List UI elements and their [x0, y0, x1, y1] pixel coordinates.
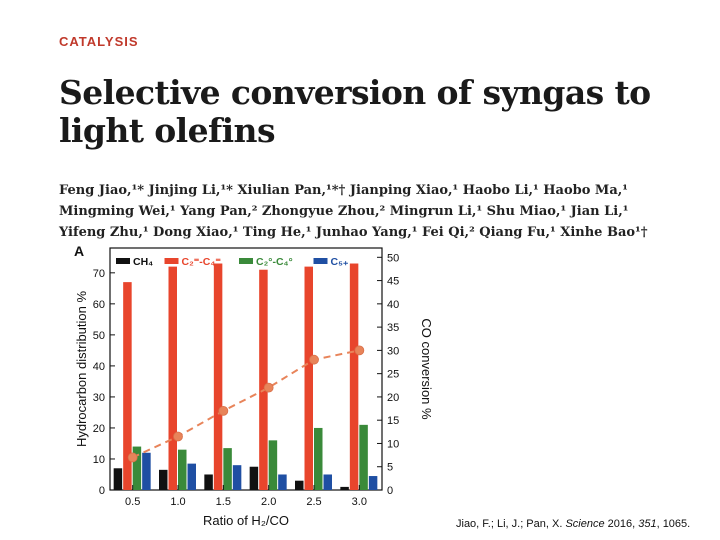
- y2-tick-label: 0: [387, 485, 393, 497]
- bar-c5-: [368, 476, 378, 490]
- bar-ch4: [159, 469, 168, 490]
- co-conversion-point: [263, 382, 274, 393]
- x-axis-title: Ratio of H₂/CO: [203, 513, 289, 528]
- x-tick-label: 1.0: [170, 496, 185, 508]
- article-title: Selective conversion of syngas to light …: [59, 73, 651, 150]
- bar-c2o-c4o: [359, 424, 368, 490]
- bar-ch4: [295, 480, 304, 490]
- bar-c2-c4-: [349, 263, 359, 490]
- co-conversion-point: [127, 452, 138, 463]
- legend-swatch-c2o-c4o: [239, 258, 253, 264]
- y-tick-label: 20: [93, 423, 105, 435]
- y2-tick-label: 40: [387, 299, 399, 311]
- plot-frame: [109, 247, 383, 491]
- y2-tick-label: 15: [387, 415, 399, 427]
- legend-label: C₂⁼-C₄⁼: [182, 256, 222, 268]
- bar-c2-c4-: [259, 269, 268, 490]
- citation-year: 2016,: [604, 518, 639, 530]
- bar-c2o-c4o: [178, 449, 187, 490]
- panel-label: A: [74, 243, 84, 259]
- section-label: CATALYSIS: [59, 34, 139, 49]
- bar-c2o-c4o: [314, 427, 323, 490]
- y2-tick-label: 20: [387, 392, 399, 404]
- bar-c2-c4-: [213, 263, 223, 490]
- bar-ch4: [249, 466, 259, 490]
- bar-ch4: [340, 486, 349, 490]
- citation-pages: , 1065.: [656, 518, 691, 530]
- legend-swatch-c5-: [313, 258, 328, 264]
- x-tick-label: 2.5: [306, 496, 321, 508]
- bar-c5-: [142, 452, 151, 490]
- author-list: Feng Jiao,¹* Jinjing Li,¹* Xiulian Pan,¹…: [59, 180, 699, 243]
- x-tick-label: 0.5: [125, 496, 140, 508]
- citation-authors: Jiao, F.; Li, J.; Pan, X.: [456, 518, 566, 530]
- y-tick-label: 10: [93, 454, 105, 466]
- bar-c2o-c4o: [132, 446, 142, 490]
- x-tick-label: 1.5: [216, 496, 231, 508]
- co-conversion-line: [132, 349, 360, 459]
- bar-c2o-c4o: [223, 448, 232, 490]
- author-line: Yifeng Zhu,¹ Dong Xiao,¹ Ting He,¹ Junha…: [59, 225, 648, 240]
- y-tick-label: 0: [99, 485, 105, 497]
- bar-c2o-c4o: [268, 440, 278, 490]
- bar-c2-c4-: [168, 266, 177, 490]
- y2-tick-label: 25: [387, 369, 399, 381]
- bar-ch4: [113, 468, 123, 490]
- y-axis-title: Hydrocarbon distribution %: [74, 291, 89, 448]
- bar-ch4: [204, 474, 213, 490]
- bar-c5-: [187, 463, 196, 490]
- citation-volume: 351: [638, 518, 657, 530]
- legend-label: C₂°-C₄°: [256, 256, 293, 268]
- y-tick-label: 70: [93, 268, 105, 280]
- citation: Jiao, F.; Li, J.; Pan, X. Science 2016, …: [456, 518, 690, 530]
- y-tick-label: 40: [93, 361, 105, 373]
- bar-c5-: [278, 474, 287, 490]
- citation-journal: Science: [565, 518, 605, 530]
- hydrocarbon-distribution-chart: 0 10 20 30 40 50 60 70 0 5 10 15 20 25 30 35 40 45 50 0.5 1.…: [74, 243, 434, 528]
- y2-tick-label: 30: [387, 345, 399, 357]
- co-conversion-point: [218, 405, 229, 416]
- legend-label: CH₄: [133, 256, 153, 268]
- y-tick-label: 30: [93, 392, 105, 404]
- bar-c5-: [323, 474, 332, 490]
- author-line: Feng Jiao,¹* Jinjing Li,¹* Xiulian Pan,¹…: [59, 183, 628, 198]
- x-tick-label: 2.0: [261, 496, 276, 508]
- legend-label: C₅₊: [331, 256, 349, 268]
- x-tick-label: 3.0: [352, 496, 367, 508]
- bar-c2-c4-: [123, 282, 132, 490]
- y2-tick-label: 10: [387, 438, 399, 450]
- y2-tick-label: 5: [387, 462, 393, 474]
- y2-tick-label: 50: [387, 252, 399, 264]
- y2-axis-title: CO conversion %: [419, 318, 434, 420]
- y-tick-label: 60: [93, 299, 105, 311]
- co-conversion-point: [309, 354, 319, 365]
- bar-c5-: [232, 465, 242, 490]
- legend-swatch-c2-c4-: [164, 258, 179, 264]
- bar-c2-c4-: [304, 266, 313, 490]
- y-tick-label: 50: [93, 330, 105, 342]
- author-line: Mingming Wei,¹ Yang Pan,² Zhongyue Zhou,…: [59, 204, 629, 219]
- y2-tick-label: 45: [387, 276, 399, 288]
- co-conversion-point: [173, 431, 183, 442]
- legend-swatch-ch4: [116, 258, 130, 264]
- co-conversion-point: [354, 345, 365, 356]
- y2-tick-label: 35: [387, 322, 399, 334]
